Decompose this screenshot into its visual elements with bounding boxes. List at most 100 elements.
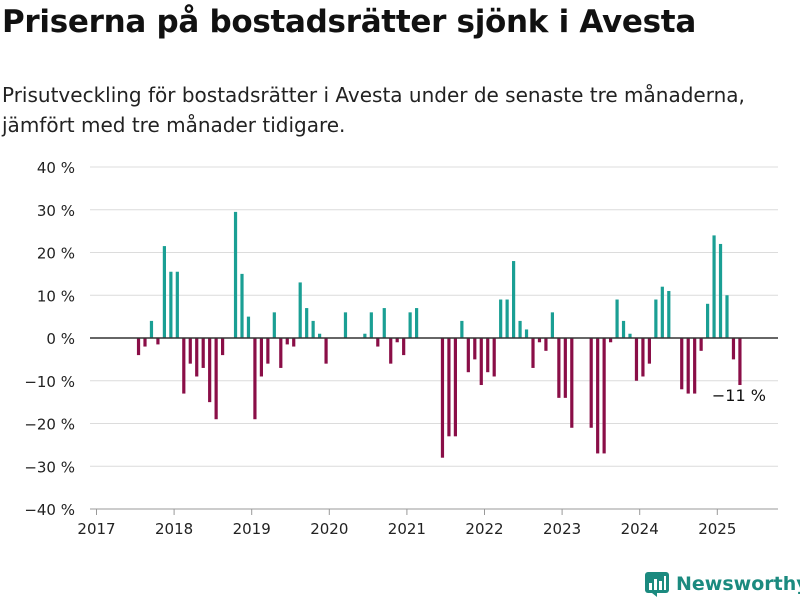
- bar-2020-03: [343, 312, 348, 338]
- bar-2022-06: [518, 320, 522, 338]
- bar-2022-04: [505, 299, 509, 338]
- bar-2020-07: [369, 312, 373, 338]
- bar-2018-01: [175, 271, 179, 338]
- bar-2023-07: [602, 338, 606, 454]
- bar-2023-05: [589, 338, 593, 428]
- bar-2022-02: [492, 338, 496, 377]
- bar-2022-11: [550, 312, 554, 338]
- x-tick-label: 2017: [77, 520, 115, 538]
- bar-2019-10: [311, 320, 315, 338]
- chart-subtitle: Prisutveckling för bostadsrätter i Avest…: [2, 80, 798, 140]
- bar-2021-09: [460, 320, 464, 338]
- x-tick-label: 2020: [310, 520, 348, 538]
- bar-2021-12: [479, 338, 483, 386]
- y-tick-label: 30 %: [37, 202, 75, 220]
- bar-2018-08: [221, 338, 225, 356]
- x-tick-label: 2021: [388, 520, 426, 538]
- y-tick-label: 40 %: [37, 159, 75, 177]
- bar-2017-08: [143, 338, 147, 347]
- bar-2019-11: [318, 333, 322, 338]
- bar-2022-03: [499, 299, 503, 338]
- subtitle-line-1: Prisutveckling för bostadsrätter i Avest…: [2, 83, 745, 107]
- bar-2021-01: [408, 312, 412, 338]
- bar-2023-02: [570, 338, 574, 428]
- bar-2025-02: [725, 295, 729, 338]
- bar-2019-05: [279, 338, 283, 368]
- x-tick-label: 2023: [543, 520, 581, 538]
- y-tick-label: 10 %: [37, 287, 75, 305]
- bar-2018-07: [214, 338, 218, 420]
- bar-2022-01: [486, 338, 490, 373]
- bar-2022-08: [531, 338, 535, 368]
- brand-name: Newsworthy: [676, 573, 800, 595]
- bar-2020-08: [376, 338, 380, 347]
- bar-2018-02: [182, 338, 186, 394]
- bar-2025-03: [731, 338, 736, 360]
- newsworthy-icon: [645, 572, 669, 597]
- bar-2024-12: [712, 235, 716, 338]
- bar-2020-09: [382, 308, 386, 338]
- bar-2024-09: [693, 338, 697, 394]
- bar-2023-10: [621, 320, 626, 338]
- bar-2018-06: [208, 338, 212, 403]
- y-tick-label: −10 %: [24, 373, 75, 391]
- newsworthy-logo: Newsworthy: [644, 568, 800, 600]
- bar-2023-09: [615, 299, 619, 338]
- bar-2022-12: [557, 338, 561, 398]
- bar-2018-04: [195, 338, 199, 377]
- bar-2020-06: [363, 333, 367, 338]
- bar-2017-12: [169, 271, 173, 338]
- x-tick-label: 2022: [465, 520, 503, 538]
- bar-2019-01: [253, 338, 257, 420]
- bar-2017-07: [136, 338, 141, 356]
- bar-2023-08: [609, 338, 613, 343]
- bar-2019-12: [324, 338, 328, 364]
- bar-2023-06: [596, 338, 600, 454]
- bar-2021-07: [447, 338, 451, 437]
- x-tick-label: 2024: [621, 520, 659, 538]
- bar-2024-03: [654, 299, 658, 338]
- bar-2019-02: [259, 338, 263, 377]
- y-tick-label: −40 %: [24, 501, 75, 519]
- bar-2019-09: [305, 308, 309, 338]
- bar-2024-08: [686, 338, 690, 394]
- chart-title: Priserna på bostadsrätter sjönk i Avesta: [2, 4, 696, 40]
- bar-2018-12: [246, 316, 251, 339]
- bar-2025-04: [738, 338, 742, 386]
- bar-2025-01: [718, 243, 723, 338]
- y-tick-label: −30 %: [24, 458, 75, 476]
- bar-2019-07: [292, 338, 296, 347]
- bar-2018-11: [240, 273, 244, 339]
- bar-2020-11: [395, 338, 399, 343]
- bar-2024-10: [699, 338, 703, 351]
- bar-2023-11: [628, 333, 632, 338]
- bar-2019-03: [266, 338, 270, 364]
- bar-2018-05: [201, 338, 205, 368]
- bar-2019-06: [285, 338, 289, 345]
- bar-2020-12: [402, 338, 406, 356]
- bar-2021-10: [466, 338, 470, 373]
- bar-2023-12: [634, 338, 639, 381]
- bar-2021-11: [473, 338, 477, 360]
- bar-2023-01: [563, 338, 567, 398]
- bar-2019-08: [298, 282, 302, 338]
- bar-2024-07: [680, 338, 684, 390]
- bar-2024-04: [660, 286, 664, 338]
- bar-2021-06: [440, 338, 445, 458]
- bar-2024-11: [706, 303, 710, 338]
- bar-2022-05: [512, 261, 516, 338]
- y-tick-label: −20 %: [24, 416, 75, 434]
- bar-2018-03: [188, 338, 192, 364]
- bar-2018-10: [233, 211, 238, 338]
- bar-2017-09: [149, 320, 154, 338]
- x-tick-label: 2019: [233, 520, 271, 538]
- bar-2019-04: [272, 312, 276, 338]
- y-tick-label: 20 %: [37, 245, 75, 263]
- latest-value-annotation: −11 %: [712, 386, 766, 405]
- bar-2017-10: [156, 338, 160, 345]
- bar-2024-05: [667, 290, 671, 338]
- bar-2021-08: [453, 338, 457, 437]
- subtitle-line-2: jämfört med tre månader tidigare.: [2, 113, 346, 137]
- x-tick-label: 2025: [698, 520, 736, 538]
